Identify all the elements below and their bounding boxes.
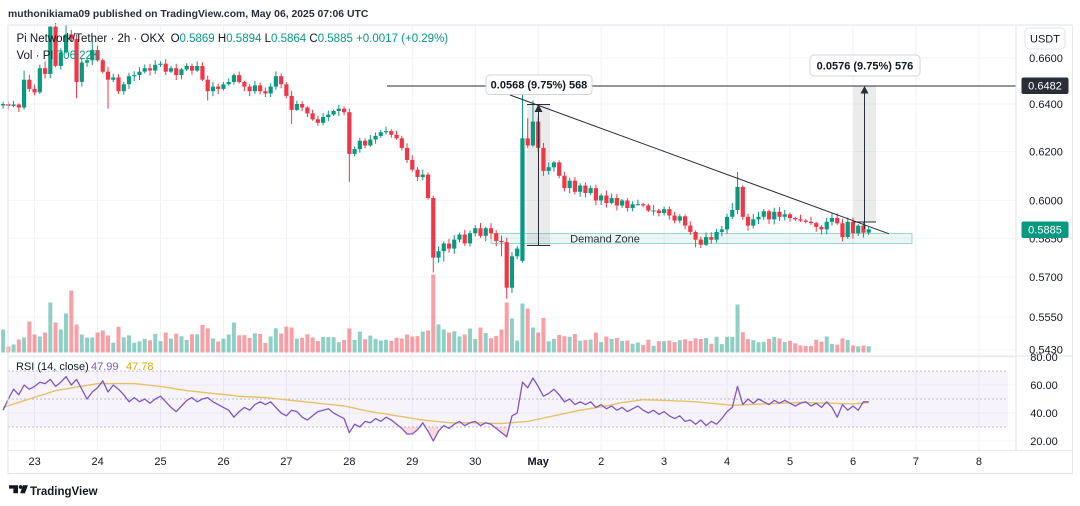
svg-text:0.5700: 0.5700 xyxy=(1029,272,1063,284)
svg-text:TradingView: TradingView xyxy=(30,486,98,498)
svg-text:24: 24 xyxy=(91,456,103,468)
svg-text:muthonikiama09 published on Tr: muthonikiama09 published on TradingView.… xyxy=(8,9,369,20)
svg-text:8: 8 xyxy=(976,456,982,468)
svg-text:0.5885: 0.5885 xyxy=(1028,225,1062,237)
svg-text:4: 4 xyxy=(724,456,730,468)
svg-text:47.78: 47.78 xyxy=(126,361,154,373)
svg-text:May: May xyxy=(527,456,549,468)
svg-text:6: 6 xyxy=(850,456,856,468)
svg-text:80.00: 80.00 xyxy=(1030,352,1058,364)
svg-text:25: 25 xyxy=(154,456,166,468)
svg-text:0.6600: 0.6600 xyxy=(1029,53,1063,65)
svg-text:60.00: 60.00 xyxy=(1030,380,1058,392)
svg-text:5: 5 xyxy=(787,456,793,468)
svg-text:7: 7 xyxy=(913,456,919,468)
svg-text:0.6200: 0.6200 xyxy=(1029,147,1063,159)
svg-text:28: 28 xyxy=(343,456,355,468)
svg-text:23: 23 xyxy=(28,456,40,468)
svg-text:Demand Zone: Demand Zone xyxy=(570,234,640,246)
svg-text:Pi Network/Tether · 2h · OKX O: Pi Network/Tether · 2h · OKX O0.5869 H0.… xyxy=(17,33,449,45)
svg-text:0.5430: 0.5430 xyxy=(1029,345,1063,357)
svg-text:0.6482: 0.6482 xyxy=(1028,81,1062,93)
svg-text:0.5550: 0.5550 xyxy=(1029,312,1063,324)
svg-text:0.6000: 0.6000 xyxy=(1029,196,1063,208)
svg-text:2: 2 xyxy=(598,456,604,468)
svg-text:USDT: USDT xyxy=(1030,34,1060,46)
svg-text:47.99: 47.99 xyxy=(91,361,119,373)
svg-text:Vol · PI 706.22K: Vol · PI 706.22K xyxy=(17,50,100,62)
svg-text:0.0576 (9.75%) 576: 0.0576 (9.75%) 576 xyxy=(817,61,914,73)
svg-text:26: 26 xyxy=(217,456,229,468)
svg-text:20.00: 20.00 xyxy=(1030,436,1058,448)
svg-text:3: 3 xyxy=(661,456,667,468)
svg-text:RSI (14, close): RSI (14, close) xyxy=(16,361,89,373)
svg-text:40.00: 40.00 xyxy=(1030,408,1058,420)
svg-text:30: 30 xyxy=(469,456,481,468)
svg-text:29: 29 xyxy=(406,456,418,468)
svg-text:27: 27 xyxy=(280,456,292,468)
svg-text:0.6400: 0.6400 xyxy=(1029,99,1063,111)
svg-text:0.0568 (9.75%) 568: 0.0568 (9.75%) 568 xyxy=(491,80,588,92)
